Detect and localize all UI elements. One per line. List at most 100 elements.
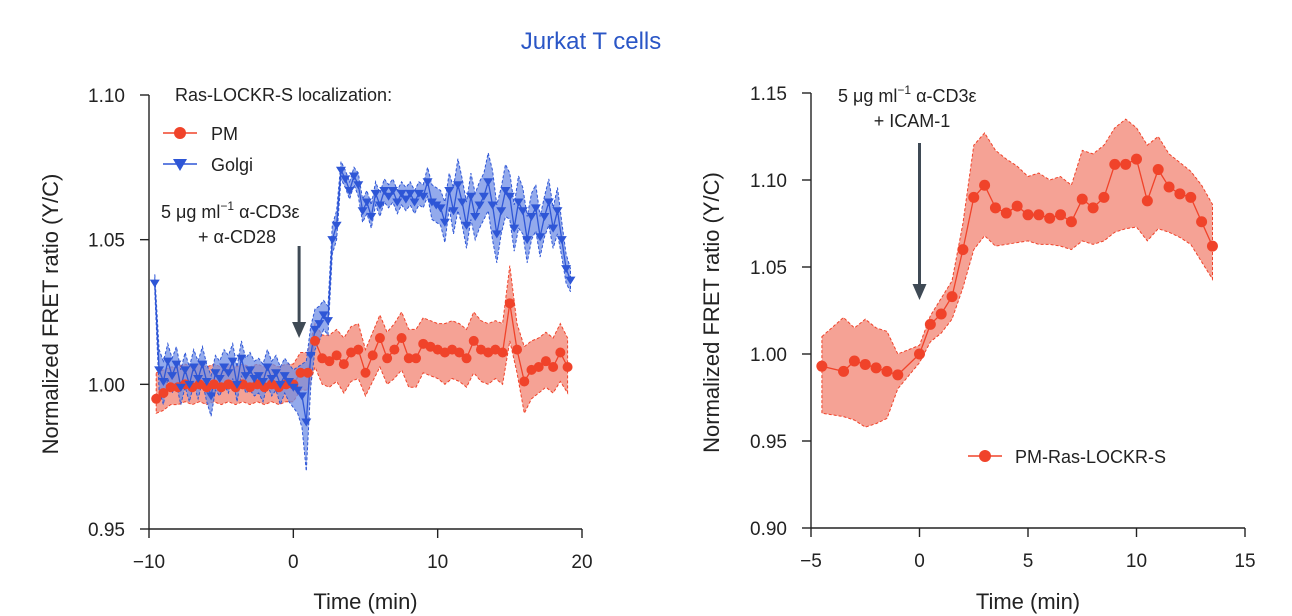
data-point — [426, 198, 437, 207]
x-tick-label: 10 — [427, 552, 448, 573]
x-axis-label: Time (min) — [313, 589, 417, 614]
y-tick-label: 1.00 — [88, 375, 125, 396]
data-point — [431, 201, 442, 210]
arrow-head — [912, 284, 927, 300]
data-point — [539, 213, 550, 222]
arrow-head — [292, 322, 307, 338]
data-point — [838, 365, 850, 377]
data-point — [946, 291, 958, 303]
data-point — [968, 191, 980, 203]
data-point — [324, 356, 335, 367]
data-point — [366, 213, 377, 222]
data-point — [1185, 191, 1197, 203]
data-point — [223, 369, 234, 378]
data-point — [171, 360, 182, 369]
data-point — [344, 186, 355, 195]
data-point — [193, 375, 204, 384]
data-point — [1196, 216, 1208, 228]
data-point — [465, 192, 476, 201]
data-point — [444, 186, 455, 195]
data-point — [892, 369, 904, 381]
data-point — [236, 354, 247, 363]
data-point — [881, 365, 893, 377]
data-point — [197, 360, 208, 369]
data-point — [555, 347, 566, 358]
annotation-line-2: + ICAM-1 — [874, 111, 951, 131]
data-point — [1033, 209, 1045, 221]
data-point — [565, 276, 576, 285]
data-point — [452, 181, 463, 190]
data-point — [1000, 207, 1012, 219]
data-point — [149, 279, 160, 288]
data-point — [318, 311, 329, 320]
data-point — [914, 348, 925, 360]
data-point — [232, 380, 243, 389]
x-tick-label: 20 — [571, 552, 592, 573]
data-point — [240, 372, 251, 381]
data-point — [279, 372, 290, 381]
data-point — [396, 333, 407, 344]
legend-marker-pm-ras — [979, 450, 991, 462]
data-point — [1141, 195, 1153, 207]
data-point — [284, 377, 295, 386]
y-tick-label: 1.05 — [88, 231, 125, 252]
data-point — [188, 363, 199, 372]
data-point — [1011, 200, 1023, 212]
data-point — [206, 392, 217, 401]
data-point — [924, 318, 936, 330]
right-chart: 0.90 0.95 1.00 1.05 1.10 1.15 −5 0 5 10 15 Time (mi… — [699, 83, 1256, 614]
data-point — [266, 375, 277, 384]
annotation-part: α-CD3ε — [234, 202, 299, 222]
data-point — [292, 386, 303, 395]
x-tick-label: 15 — [1234, 551, 1255, 572]
data-point — [1055, 209, 1067, 221]
data-point — [1152, 164, 1164, 176]
data-point — [487, 201, 498, 210]
data-point — [448, 207, 459, 216]
data-point — [409, 198, 420, 207]
legend-label-pm: PM — [211, 124, 238, 144]
data-point — [275, 380, 286, 389]
x-tick-label: −10 — [133, 552, 165, 573]
data-point — [533, 361, 544, 372]
data-point — [396, 189, 407, 198]
data-point — [184, 380, 195, 389]
y-tick-label: 1.05 — [750, 258, 787, 279]
data-point — [348, 172, 359, 181]
data-point — [526, 213, 537, 222]
data-point — [478, 192, 489, 201]
legend-label-golgi: Golgi — [211, 155, 253, 175]
data-point — [271, 369, 282, 378]
data-point — [497, 347, 508, 358]
data-point — [468, 335, 479, 346]
data-point — [513, 198, 524, 207]
data-point — [295, 367, 306, 378]
data-point — [392, 198, 403, 207]
data-point — [158, 377, 169, 386]
figure-title: Jurkat T cells — [521, 28, 662, 55]
data-point — [540, 356, 551, 367]
data-point — [227, 357, 238, 366]
data-point — [530, 204, 541, 213]
data-point — [309, 335, 320, 346]
data-point — [1044, 212, 1056, 224]
annotation-superscript: −1 — [897, 83, 911, 97]
data-point — [387, 186, 398, 195]
data-point — [214, 375, 225, 384]
data-point — [367, 350, 378, 361]
data-point — [302, 367, 313, 378]
data-point — [374, 201, 385, 210]
data-point — [338, 359, 349, 370]
annotation-line-1: 5 μg ml−1 α-CD3ε — [161, 199, 300, 222]
data-point — [331, 350, 342, 361]
data-point — [258, 377, 269, 386]
y-tick-label: 0.95 — [750, 432, 787, 453]
data-point — [219, 363, 230, 372]
data-point — [1206, 240, 1218, 252]
data-point — [454, 347, 465, 358]
data-point — [1076, 193, 1088, 205]
data-point — [340, 175, 351, 184]
x-tick-label: 0 — [288, 552, 299, 573]
data-point — [405, 189, 416, 198]
